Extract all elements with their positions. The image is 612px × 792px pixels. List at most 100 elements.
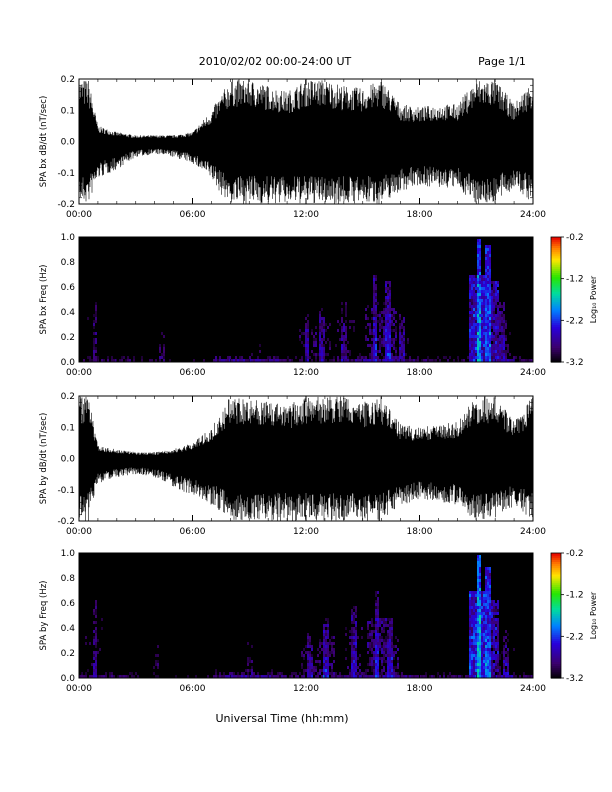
spectrogram-cell: [369, 663, 371, 666]
spectrogram-cell: [359, 663, 361, 666]
spectrogram-cell: [477, 588, 479, 591]
spectrogram-cell: [469, 314, 471, 317]
spectrogram-cell: [219, 675, 221, 678]
colorbar-band: [551, 590, 561, 594]
spectrogram-cell: [499, 657, 501, 660]
spectrogram-cell: [497, 645, 499, 648]
spectrogram-cell: [87, 356, 89, 359]
spectrogram-cell: [371, 639, 373, 642]
spectrogram-cell: [477, 675, 479, 678]
spectrogram-cell: [493, 353, 495, 356]
colorbar-band: [551, 655, 561, 658]
spectrogram-cell: [481, 314, 483, 317]
spectrogram-cell: [353, 666, 355, 669]
spectrogram-cell: [321, 356, 323, 359]
spectrogram-cell: [385, 648, 387, 651]
spectrogram-cell: [489, 612, 491, 615]
spectrogram-cell: [385, 359, 387, 362]
y-tick-label: -0.1: [57, 169, 75, 179]
spectrogram-cell: [345, 648, 347, 651]
spectrogram-cell: [493, 311, 495, 314]
spectrogram-cell: [481, 630, 483, 633]
spectrogram-cell: [353, 326, 355, 329]
spectrogram-cell: [319, 672, 321, 675]
spectrogram-cell: [483, 591, 485, 594]
x-tick-label: 12:00: [293, 368, 319, 378]
spectrogram-cell: [475, 645, 477, 648]
spectrogram-cell: [95, 660, 97, 663]
spectrogram-cell: [473, 666, 475, 669]
spectrogram-cell: [307, 329, 309, 332]
spectrogram-cell: [387, 311, 389, 314]
spectrogram-cell: [269, 675, 271, 678]
spectrogram-cell: [473, 317, 475, 320]
spectrogram-cell: [309, 657, 311, 660]
spectrogram-cell: [161, 356, 163, 359]
colorbar-band: [551, 301, 561, 305]
spectrogram-cell: [325, 618, 327, 621]
spectrogram-cell: [367, 323, 369, 326]
spectrogram-cell: [385, 621, 387, 624]
y-tick-label: 0.0: [61, 455, 76, 465]
spectrogram-cell: [387, 669, 389, 672]
spectrogram-cell: [493, 672, 495, 675]
spectrogram-cell: [501, 341, 503, 344]
spectrogram-cell: [257, 356, 259, 359]
spectrogram-cell: [497, 654, 499, 657]
spectrogram-cell: [479, 290, 481, 293]
spectrogram-cell: [95, 600, 97, 603]
spectrogram-cell: [493, 666, 495, 669]
colorbar-band: [551, 337, 561, 340]
spectrogram-cell: [471, 675, 473, 678]
spectrogram-cell: [371, 624, 373, 627]
spectrogram-cell: [303, 344, 305, 347]
spectrogram-cell: [507, 675, 509, 678]
spectrogram-cell: [379, 621, 381, 624]
spectrogram-cell: [473, 621, 475, 624]
spectrogram-cell: [473, 308, 475, 311]
spectrogram-cell: [105, 675, 107, 678]
spectrogram-cell: [507, 648, 509, 651]
y-tick-label: 0.0: [61, 138, 76, 148]
spectrogram-cell: [95, 672, 97, 675]
spectrogram-cell: [471, 311, 473, 314]
spectrogram-cell: [281, 672, 283, 675]
spectrogram-cell: [493, 636, 495, 639]
spectrogram-cell: [241, 356, 243, 359]
spectrogram-cell: [311, 648, 313, 651]
spectrogram-cell: [375, 657, 377, 660]
spectrogram-cell: [325, 663, 327, 666]
spectrogram-cell: [409, 356, 411, 359]
spectrogram-cell: [497, 299, 499, 302]
spectrogram-cell: [381, 344, 383, 347]
spectrogram-cell: [483, 302, 485, 305]
spectrogram-cell: [495, 323, 497, 326]
spectrogram-cell: [339, 359, 341, 362]
spectrogram-cell: [471, 597, 473, 600]
spectrogram-cell: [351, 618, 353, 621]
spectrogram-cell: [327, 627, 329, 630]
spectrogram-cell: [351, 654, 353, 657]
spectrogram-cell: [499, 311, 501, 314]
spectrogram-cell: [493, 359, 495, 362]
spectrogram-cell: [473, 609, 475, 612]
spectrogram-cell: [305, 341, 307, 344]
spectrogram-cell: [471, 299, 473, 302]
spectrogram-cell: [475, 651, 477, 654]
spectrogram-cell: [169, 359, 171, 362]
spectrogram-cell: [111, 356, 113, 359]
spectrogram-cell: [371, 621, 373, 624]
spectrogram-cell: [307, 338, 309, 341]
spectrogram-cell: [477, 314, 479, 317]
spectrogram-cell: [485, 251, 487, 254]
spectrogram-cell: [397, 657, 399, 660]
spectrogram-cell: [477, 359, 479, 362]
spectrogram-cell: [375, 335, 377, 338]
spectrogram-cell: [513, 356, 515, 359]
spectrogram-cell: [501, 317, 503, 320]
spectrogram-cell: [489, 648, 491, 651]
spectrogram-cell: [483, 323, 485, 326]
spectrogram-cell: [93, 621, 95, 624]
spectrogram-cell: [307, 350, 309, 353]
spectrogram-cell: [353, 651, 355, 654]
